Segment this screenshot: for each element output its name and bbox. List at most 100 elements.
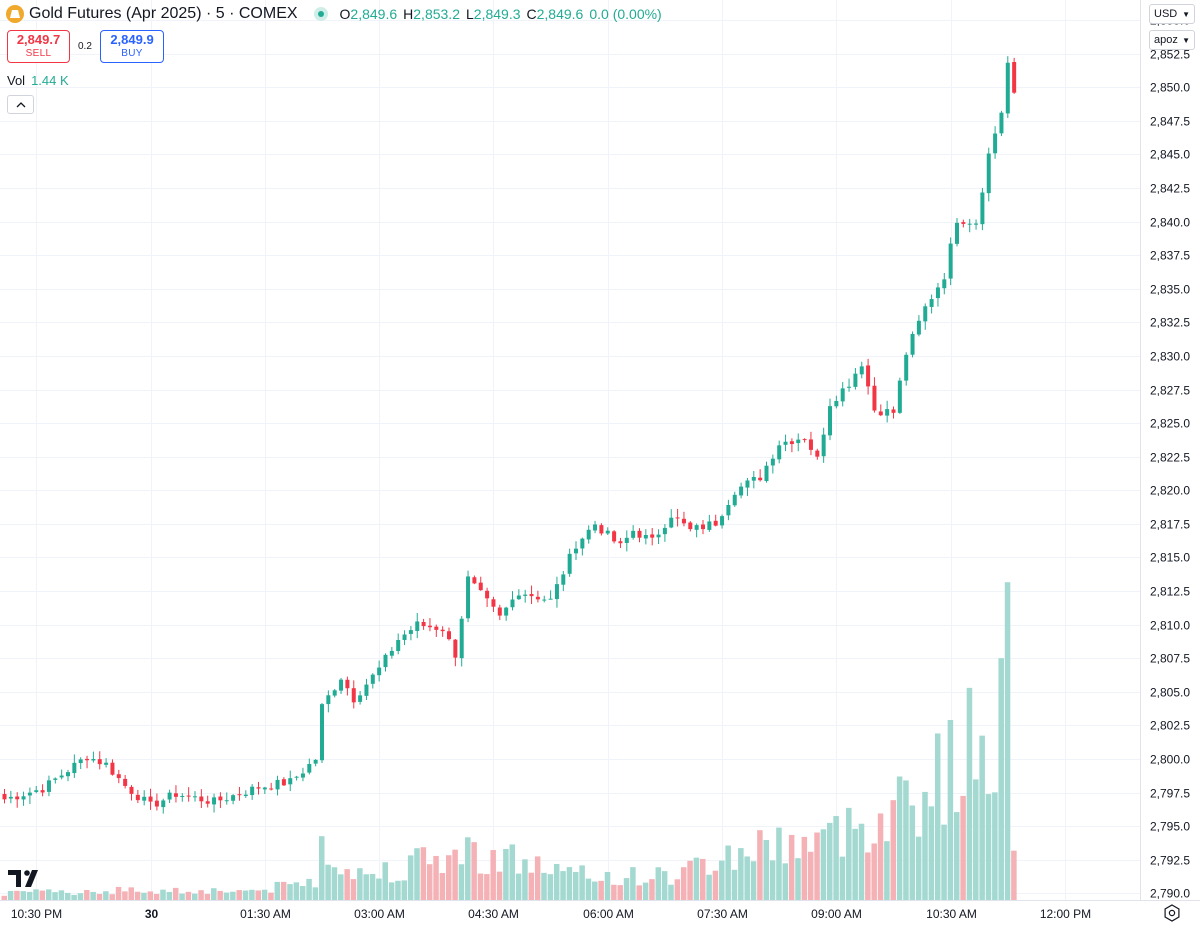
candle[interactable] [148,788,153,810]
candle[interactable] [40,784,45,797]
unit-selector[interactable]: apoz ▼ [1149,30,1195,50]
buy-button[interactable]: 2,849.9 BUY [100,30,164,63]
candle[interactable] [701,520,705,535]
candle[interactable] [97,751,102,770]
candle[interactable] [1012,57,1017,94]
candle[interactable] [967,218,972,233]
candle[interactable] [262,786,267,794]
candle[interactable] [751,471,756,489]
candle[interactable] [497,604,502,621]
candle[interactable] [840,382,845,407]
candle[interactable] [745,477,750,496]
candle[interactable] [593,520,598,534]
candle[interactable] [370,673,375,689]
candle[interactable] [193,791,197,802]
candle[interactable] [732,491,737,507]
candle[interactable] [300,767,305,782]
candle[interactable] [27,787,32,805]
candle[interactable] [402,630,407,646]
candle[interactable] [974,219,979,230]
candle[interactable] [224,792,229,805]
candle[interactable] [116,769,121,784]
candle[interactable] [415,612,420,639]
candle[interactable] [161,798,166,814]
candle[interactable] [231,794,236,805]
candle[interactable] [866,358,871,395]
candle[interactable] [847,378,852,392]
candle[interactable] [529,585,534,605]
candle[interactable] [789,438,794,453]
candle[interactable] [656,529,661,545]
candle[interactable] [135,789,140,804]
candle[interactable] [504,606,509,621]
candle[interactable] [396,633,401,655]
candle[interactable] [256,781,261,795]
candle[interactable] [523,589,528,603]
candle[interactable] [421,618,426,630]
candle[interactable] [808,431,813,456]
candle[interactable] [110,759,115,776]
candle[interactable] [764,461,769,483]
candle[interactable] [910,331,915,358]
candle[interactable] [986,147,991,202]
candle[interactable] [650,528,655,546]
candle[interactable] [796,433,801,452]
candle[interactable] [694,523,699,538]
candle[interactable] [358,690,363,705]
sell-button[interactable]: 2,849.7 SELL [7,30,70,63]
candle[interactable] [326,690,331,713]
candle[interactable] [631,525,636,540]
candle[interactable] [783,434,788,452]
candle[interactable] [878,404,883,417]
candle[interactable] [853,367,858,390]
symbol-title[interactable]: Gold Futures (Apr 2025) · 5 · COMEX [29,5,298,22]
currency-selector[interactable]: USD ▼ [1149,4,1195,24]
candle[interactable] [66,769,70,782]
candle[interactable] [713,514,718,527]
candle[interactable] [453,638,458,667]
candle[interactable] [707,514,712,532]
candle[interactable] [802,438,807,443]
candle[interactable] [212,793,217,813]
candle[interactable] [364,678,369,701]
candle[interactable] [916,315,921,337]
candle[interactable] [554,576,559,608]
tradingview-logo-icon[interactable] [8,870,42,892]
candle[interactable] [351,680,356,709]
candle[interactable] [739,482,744,499]
candle[interactable] [345,676,350,696]
candle[interactable] [586,525,591,544]
candle[interactable] [91,751,96,763]
candle[interactable] [377,660,382,682]
candle[interactable] [281,777,286,787]
candle[interactable] [859,361,864,379]
candle[interactable] [516,589,521,600]
candle[interactable] [408,625,413,641]
candle[interactable] [548,590,553,600]
candle[interactable] [834,395,839,409]
candle[interactable] [275,775,280,796]
candle[interactable] [472,575,477,585]
candle[interactable] [320,703,324,763]
candle[interactable] [288,770,293,792]
candle[interactable] [440,626,445,637]
candle[interactable] [383,653,388,672]
candle[interactable] [948,237,953,286]
candle[interactable] [8,790,13,804]
candle[interactable] [307,758,312,775]
candle[interactable] [726,499,731,521]
candle[interactable] [777,440,782,464]
candle[interactable] [142,790,147,806]
candle[interactable] [599,523,604,536]
candle[interactable] [561,570,566,592]
candle[interactable] [955,218,959,247]
candle[interactable] [46,775,51,797]
candle[interactable] [205,795,210,808]
candle[interactable] [942,272,947,295]
candle[interactable] [688,521,693,532]
candle[interactable] [199,789,204,808]
candle[interactable] [821,427,826,463]
candle[interactable] [612,530,617,544]
candle[interactable] [173,785,178,803]
